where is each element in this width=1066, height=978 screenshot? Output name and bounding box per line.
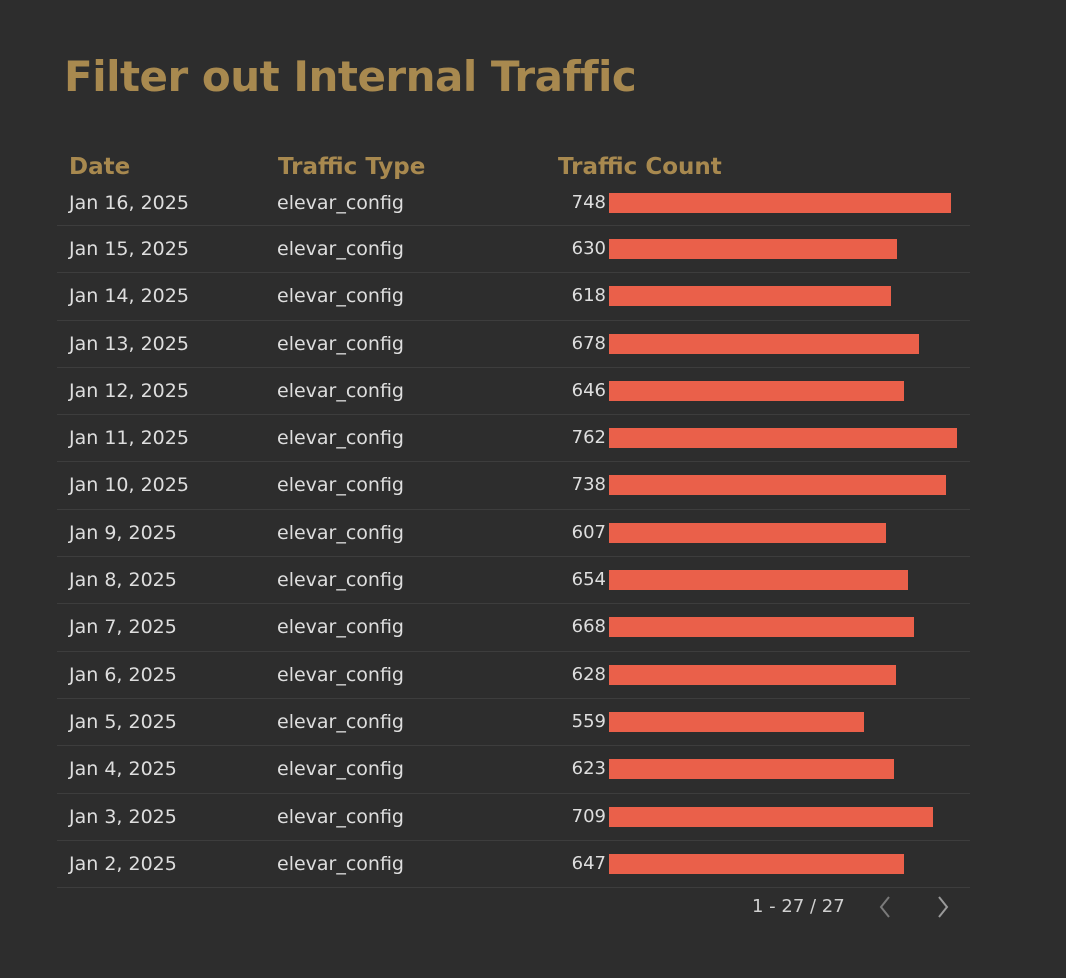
traffic-count-bar [609, 475, 947, 496]
cell-traffic-type: elevar_config [277, 852, 404, 875]
traffic-count-bar [609, 570, 908, 591]
cell-date: Jan 15, 2025 [69, 238, 189, 260]
cell-traffic-type: elevar_config [277, 427, 404, 450]
cell-traffic-count: 654 [571, 569, 606, 591]
traffic-count-bar [609, 664, 896, 685]
cell-date: Jan 2, 2025 [69, 852, 177, 875]
cell-date: Jan 10, 2025 [69, 474, 189, 497]
pagination: 1 - 27 / 27 [700, 892, 980, 922]
table-row[interactable]: Jan 8, 2025 elevar_config 654 [57, 557, 970, 605]
cell-traffic-count: 618 [571, 285, 606, 307]
cell-traffic-count: 630 [571, 238, 606, 259]
next-page-button[interactable] [928, 892, 958, 922]
table-row[interactable]: Jan 14, 2025 elevar_config 618 [57, 273, 970, 321]
cell-traffic-count: 623 [571, 758, 606, 780]
table-row[interactable]: Jan 16, 2025 elevar_config 748 [57, 188, 970, 226]
cell-date: Jan 16, 2025 [69, 192, 189, 214]
traffic-count-bar [609, 428, 957, 449]
cell-traffic-count: 668 [571, 616, 606, 638]
cell-traffic-type: elevar_config [277, 238, 404, 260]
cell-date: Jan 3, 2025 [69, 805, 177, 828]
cell-traffic-count: 646 [571, 379, 606, 401]
cell-traffic-type: elevar_config [277, 474, 404, 497]
table-header: Date Traffic Type Traffic Count [57, 150, 970, 188]
traffic-count-bar [609, 193, 951, 213]
table-row[interactable]: Jan 2, 2025 elevar_config 647 [57, 841, 970, 889]
table-row[interactable]: Jan 13, 2025 elevar_config 678 [57, 321, 970, 368]
previous-page-button[interactable] [870, 892, 900, 922]
pagination-label: 1 - 27 / 27 [752, 896, 845, 917]
table-row[interactable]: Jan 15, 2025 elevar_config 630 [57, 226, 970, 274]
traffic-count-bar [609, 711, 865, 732]
cell-date: Jan 14, 2025 [69, 285, 189, 308]
cell-date: Jan 13, 2025 [69, 332, 189, 355]
column-header-date[interactable]: Date [69, 154, 131, 180]
cell-date: Jan 11, 2025 [69, 427, 189, 450]
table-row[interactable]: Jan 3, 2025 elevar_config 709 [57, 794, 970, 841]
cell-date: Jan 4, 2025 [69, 758, 177, 781]
cell-traffic-count: 738 [571, 474, 606, 496]
cell-traffic-type: elevar_config [277, 663, 404, 686]
column-header-traffic-count[interactable]: Traffic Count [558, 154, 722, 180]
cell-traffic-count: 559 [571, 710, 606, 732]
traffic-count-bar [609, 806, 933, 827]
traffic-count-bar [609, 286, 892, 307]
cell-date: Jan 7, 2025 [69, 616, 177, 639]
cell-date: Jan 6, 2025 [69, 663, 177, 686]
cell-date: Jan 8, 2025 [69, 569, 177, 592]
table-row[interactable]: Jan 12, 2025 elevar_config 646 [57, 368, 970, 416]
table-body: Jan 16, 2025 elevar_config 748 Jan 15, 2025… [57, 188, 970, 889]
cell-traffic-type: elevar_config [277, 332, 404, 355]
cell-traffic-count: 762 [571, 427, 606, 449]
traffic-count-bar [609, 617, 915, 638]
column-header-traffic-type[interactable]: Traffic Type [278, 154, 426, 180]
cell-traffic-type: elevar_config [277, 710, 404, 733]
cell-traffic-type: elevar_config [277, 192, 404, 214]
cell-traffic-type: elevar_config [277, 521, 404, 544]
traffic-table: Date Traffic Type Traffic Count Jan 16, … [57, 150, 970, 889]
traffic-count-bar [609, 333, 919, 354]
cell-traffic-type: elevar_config [277, 379, 404, 402]
cell-traffic-type: elevar_config [277, 758, 404, 781]
table-row[interactable]: Jan 10, 2025 elevar_config 738 [57, 462, 970, 510]
chevron-left-icon [879, 896, 890, 918]
traffic-count-bar [609, 380, 905, 401]
cell-traffic-count: 647 [571, 852, 606, 874]
cell-date: Jan 5, 2025 [69, 710, 177, 733]
cell-traffic-type: elevar_config [277, 569, 404, 592]
traffic-count-bar [609, 853, 905, 874]
cell-traffic-count: 607 [571, 521, 606, 543]
cell-traffic-type: elevar_config [277, 285, 404, 308]
cell-traffic-count: 748 [571, 192, 606, 213]
table-row[interactable]: Jan 7, 2025 elevar_config 668 [57, 604, 970, 652]
table-row[interactable]: Jan 9, 2025 elevar_config 607 [57, 510, 970, 558]
traffic-count-bar [609, 522, 887, 543]
cell-traffic-count: 628 [571, 663, 606, 685]
cell-date: Jan 9, 2025 [69, 521, 177, 544]
cell-date: Jan 12, 2025 [69, 379, 189, 402]
table-row[interactable]: Jan 6, 2025 elevar_config 628 [57, 652, 970, 699]
table-row[interactable]: Jan 5, 2025 elevar_config 559 [57, 699, 970, 747]
cell-traffic-type: elevar_config [277, 616, 404, 639]
traffic-count-bar [609, 759, 894, 780]
page-title: Filter out Internal Traffic [64, 52, 637, 101]
table-row[interactable]: Jan 4, 2025 elevar_config 623 [57, 746, 970, 794]
cell-traffic-type: elevar_config [277, 805, 404, 828]
traffic-count-bar [609, 239, 897, 259]
cell-traffic-count: 678 [571, 332, 606, 354]
chevron-right-icon [938, 896, 949, 918]
table-row[interactable]: Jan 11, 2025 elevar_config 762 [57, 415, 970, 463]
cell-traffic-count: 709 [571, 805, 606, 827]
